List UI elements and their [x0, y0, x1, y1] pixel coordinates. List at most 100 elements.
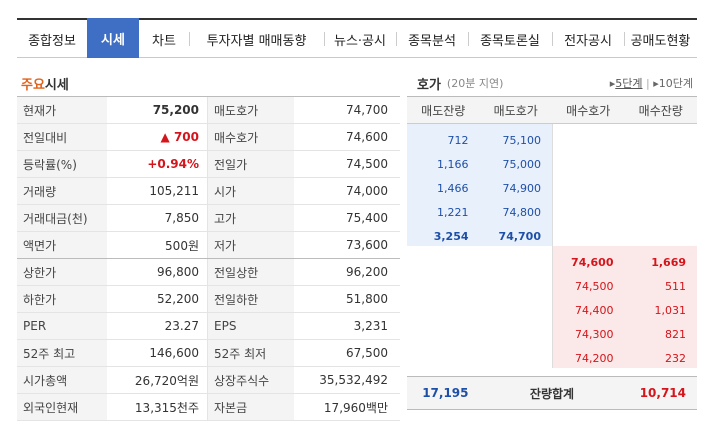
tab-stock-analysis[interactable]: 종목분석 [396, 20, 468, 58]
ask-price: 74,900 [502, 181, 542, 195]
quote-row: 52주 최고 146,600 52주 최저 67,500 [17, 340, 400, 367]
quote-label: 전일대비 [17, 124, 107, 150]
bid-qty: 1,669 [651, 255, 686, 269]
tab-discussion[interactable]: 종목토론실 [468, 20, 552, 58]
bid-price: 74,300 [575, 327, 614, 341]
orderbook-total: 17,195 잔량합계 10,714 [407, 376, 697, 410]
quote-value: 17,960백만 [323, 400, 388, 415]
quote-row: PER 23.27 EPS 3,231 [17, 313, 400, 340]
bid-price: 74,600 [571, 255, 614, 269]
ask-row: 712 75,100 [407, 128, 697, 152]
quote-value: ▲ 700 [160, 130, 199, 144]
quote-value: 74,700 [346, 103, 388, 117]
ask-price: 74,800 [502, 205, 542, 219]
radio-5-icon[interactable]: ▸ [609, 77, 616, 90]
quote-label: 상한가 [17, 259, 107, 285]
quote-value: 51,800 [346, 292, 388, 306]
quote-row: 전일대비 ▲ 700 매수호가 74,600 [17, 124, 400, 151]
quote-label: 저가 [207, 232, 294, 258]
ask-qty: 712 [447, 133, 469, 147]
quote-table: 현재가 75,200 매도호가 74,700 전일대비 ▲ 700 매수호가 74,600 등락… [17, 96, 400, 421]
quote-label: PER [17, 313, 107, 339]
quote-value: 75,200 [152, 103, 199, 117]
quote-value: 105,211 [149, 184, 199, 198]
tab-e-disclosure[interactable]: 전자공시 [552, 20, 624, 58]
quote-label: 등락률(%) [17, 151, 107, 177]
tab-short-selling[interactable]: 공매도현황 [624, 20, 697, 58]
quote-value: 96,200 [346, 265, 388, 279]
ask-row: 1,466 74,900 [407, 176, 697, 200]
total-label: 잔량합계 [529, 386, 575, 401]
quote-value: 35,532,492 [319, 373, 388, 387]
quote-label: 전일상한 [207, 259, 294, 285]
quote-value: 96,800 [157, 265, 199, 279]
quote-row: 현재가 75,200 매도호가 74,700 [17, 97, 400, 124]
bid-price: 74,500 [575, 279, 614, 293]
quote-value: 3,231 [353, 319, 388, 333]
section-title-highlight: 주요 [21, 77, 45, 93]
ask-row: 1,221 74,800 [407, 200, 697, 224]
quote-label: 상장주식수 [207, 367, 294, 393]
bid-qty: 232 [665, 351, 686, 365]
tab-chart[interactable]: 차트 [152, 33, 176, 49]
depth-5-link[interactable]: 5단계 [615, 77, 643, 90]
tab-price[interactable]: 시세 [87, 18, 139, 58]
quote-value: 13,315천주 [134, 400, 199, 415]
ask-qty: 3,254 [433, 229, 469, 243]
radio-10-icon[interactable]: ▸ [653, 77, 659, 90]
divider [552, 124, 553, 368]
quote-label: 시가 [207, 178, 294, 204]
tab-bar: 종합정보 시세 차트 투자자별 매매동향 뉴스·공시 종목분석 종목토론실 전자… [17, 18, 697, 58]
quote-value: 67,500 [346, 346, 388, 360]
quote-label: 고가 [207, 205, 294, 231]
ask-row: 3,254 74,700 [407, 224, 697, 248]
delay-note: (20분 지연) [446, 77, 504, 90]
quote-value: 7,850 [164, 211, 199, 225]
quote-value: 74,600 [346, 130, 388, 144]
tab-overview[interactable]: 종합정보 [28, 33, 76, 49]
bid-qty: 821 [665, 327, 686, 341]
bid-row: 74,300 821 [407, 322, 697, 346]
tab-news-disclosure[interactable]: 뉴스·공시 [324, 20, 396, 58]
ask-price: 75,100 [502, 133, 542, 147]
bid-qty: 1,031 [654, 303, 687, 317]
quote-value: +0.94% [147, 157, 199, 171]
bid-area [552, 246, 697, 368]
col-ask-qty: 매도잔량 [421, 103, 466, 118]
quote-label: 매수호가 [207, 124, 294, 150]
quote-value: 500원 [165, 238, 199, 253]
quote-row: 거래량 105,211 시가 74,000 [17, 178, 400, 205]
quote-row: 시가총액 26,720억원 상장주식수 35,532,492 [17, 367, 400, 394]
quote-label: 현재가 [17, 97, 107, 123]
quote-label: 매도호가 [207, 97, 294, 123]
total-ask-qty: 17,195 [422, 386, 469, 400]
quote-row: 액면가 500원 저가 73,600 [17, 232, 400, 259]
quote-label: 전일가 [207, 151, 294, 177]
orderbook-panel: 호가 (20분 지연) ▸5단계 | ▸10단계 매도잔량 매도호가 매수호가 … [407, 70, 697, 410]
bid-qty: 511 [665, 279, 686, 293]
bid-row: 74,600 1,669 [407, 250, 697, 274]
bid-row: 74,500 511 [407, 274, 697, 298]
ask-qty: 1,466 [437, 181, 469, 195]
quote-label: 하한가 [17, 286, 107, 312]
section-title-rest: 시세 [44, 77, 69, 93]
orderbook-body: 712 75,100 1,166 75,000 1,466 74,900 1,221 74,8… [407, 124, 697, 368]
quote-value: 146,600 [149, 346, 199, 360]
quote-label: 거래량 [17, 178, 107, 204]
ask-price: 74,700 [498, 229, 541, 243]
depth-10-link[interactable]: 10단계 [658, 77, 693, 90]
bid-price: 74,400 [575, 303, 614, 317]
bid-price: 74,200 [575, 351, 614, 365]
quote-label: 외국인현재 [17, 394, 107, 420]
quote-label: 52주 최고 [17, 340, 107, 366]
quote-label: 자본금 [207, 394, 294, 420]
col-ask-price: 매도호가 [493, 103, 538, 118]
quote-label: 거래대금(천) [17, 205, 107, 231]
quote-value: 26,720억원 [134, 373, 199, 388]
tab-investor-trading[interactable]: 투자자별 매매동향 [189, 20, 324, 58]
orderbook-columns: 매도잔량 매도호가 매수호가 매수잔량 [407, 96, 697, 124]
ask-price: 75,000 [502, 157, 542, 171]
quote-row: 하한가 52,200 전일하한 51,800 [17, 286, 400, 313]
main-quote-panel: 주요 시세 현재가 75,200 매도호가 74,700 전일대비 ▲ 700 매수호가 74… [17, 70, 400, 421]
quote-label: 52주 최저 [207, 340, 294, 366]
